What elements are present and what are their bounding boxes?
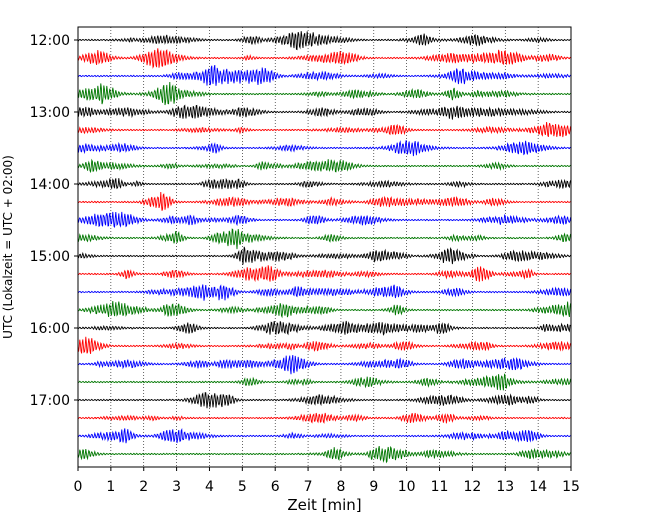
x-tick-label: 0 <box>74 479 83 495</box>
x-tick-label: 12 <box>463 479 481 495</box>
trace-1715 <box>77 412 571 424</box>
x-tick-label: 9 <box>369 479 378 495</box>
x-tick-label: 5 <box>238 479 247 495</box>
x-tick-label: 7 <box>304 479 313 495</box>
x-tick-label: 4 <box>205 479 214 495</box>
trace-1645 <box>77 373 572 391</box>
trace-1430 <box>77 211 572 229</box>
trace-1600 <box>77 320 571 336</box>
trace-1445 <box>77 228 572 250</box>
trace-1515 <box>77 265 571 283</box>
trace-1745 <box>77 445 571 464</box>
y-tick-label: 17:00 <box>30 393 70 409</box>
y-tick-label: 14:00 <box>30 177 70 193</box>
x-axis-label: Zeit [min] <box>287 496 361 514</box>
x-tick-label: 10 <box>398 479 416 495</box>
trace-1230 <box>77 64 571 86</box>
x-tick-label: 11 <box>431 479 449 495</box>
plot-frame <box>77 26 572 468</box>
trace-1245 <box>77 82 571 106</box>
seismic-traces <box>77 31 572 464</box>
trace-1330 <box>77 140 571 157</box>
y-axis: 12:00 13:00 14:00 15:00 16:00 17:00 <box>30 33 78 409</box>
trace-1630 <box>77 355 571 375</box>
trace-1345 <box>77 158 571 174</box>
trace-1530 <box>77 284 572 301</box>
trace-1545 <box>77 300 572 319</box>
trace-1700 <box>77 392 571 409</box>
trace-1615 <box>77 336 572 354</box>
trace-1200 <box>77 31 571 51</box>
x-axis: 0 1 2 3 4 5 6 7 8 9 10 11 12 13 14 15 <box>74 467 580 495</box>
x-tick-label: 6 <box>271 479 280 495</box>
x-tick-label: 14 <box>529 479 547 495</box>
trace-1400 <box>77 177 572 190</box>
y-axis-label: UTC (Lokalzeit = UTC + 02:00) <box>1 155 15 339</box>
y-tick-label: 12:00 <box>30 33 70 49</box>
x-tick-label: 2 <box>139 479 148 495</box>
x-tick-label: 3 <box>172 479 181 495</box>
x-tick-label: 1 <box>106 479 115 495</box>
trace-1215 <box>77 48 571 69</box>
y-tick-label: 15:00 <box>30 249 70 265</box>
y-tick-label: 13:00 <box>30 105 70 121</box>
y-tick-label: 16:00 <box>30 321 70 337</box>
trace-1730 <box>77 427 571 444</box>
x-tick-label: 15 <box>562 479 580 495</box>
grid-lines <box>110 27 539 467</box>
x-tick-label: 13 <box>496 479 514 495</box>
trace-1300 <box>77 104 571 120</box>
x-tick-label: 8 <box>336 479 345 495</box>
trace-1315 <box>77 122 572 138</box>
trace-1500 <box>77 246 571 265</box>
trace-1415 <box>77 191 571 211</box>
